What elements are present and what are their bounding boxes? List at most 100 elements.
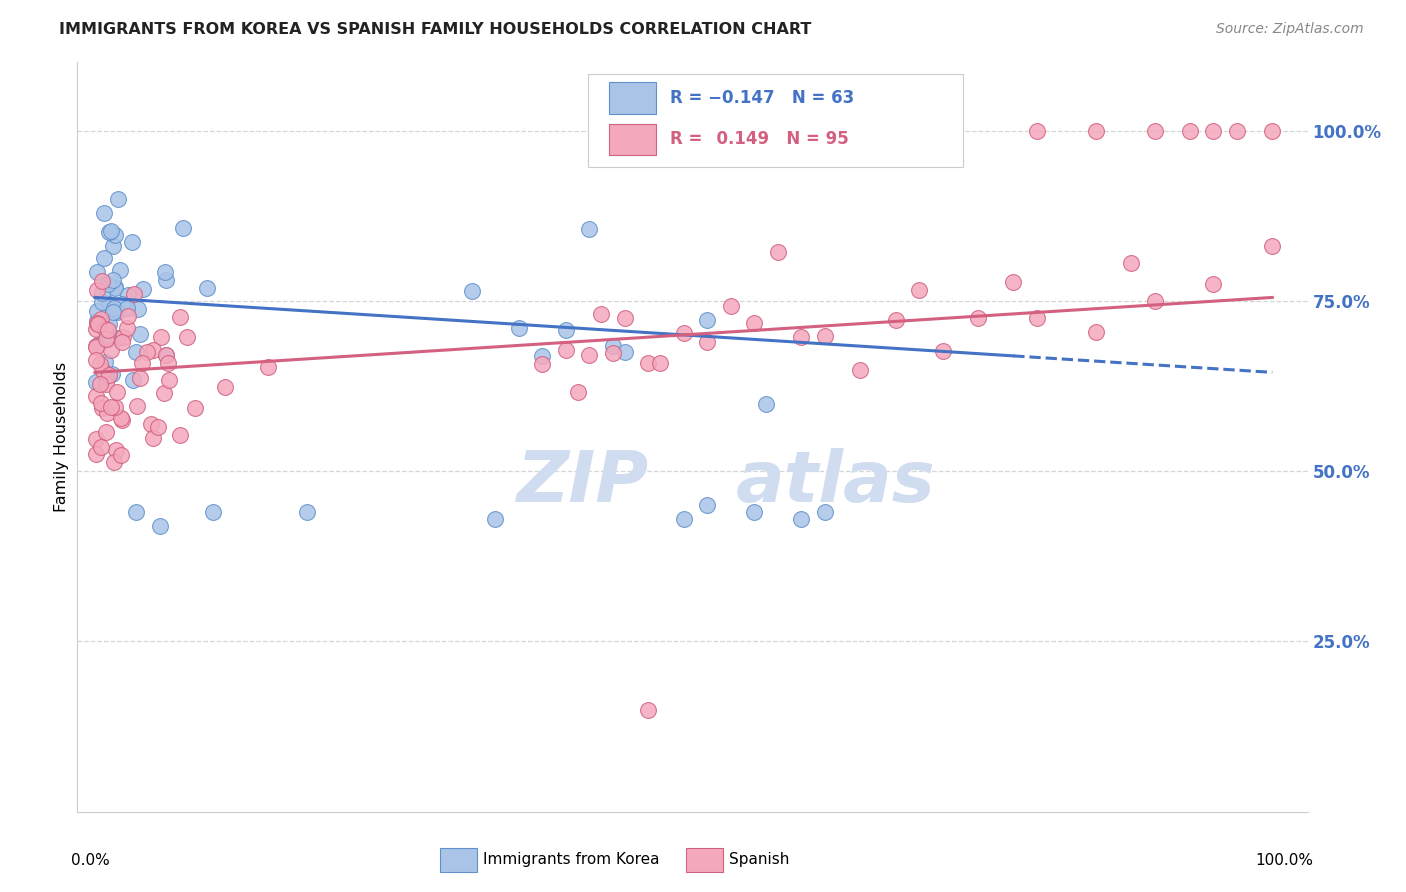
Point xyxy=(142,343,165,358)
Point xyxy=(755,397,778,411)
Point xyxy=(155,348,177,362)
Point xyxy=(214,380,236,394)
Point xyxy=(104,281,127,295)
Point xyxy=(257,360,280,375)
Point xyxy=(100,343,122,358)
Point xyxy=(128,371,150,385)
Point xyxy=(107,193,129,207)
Point xyxy=(155,273,177,287)
Point xyxy=(195,280,218,294)
Point xyxy=(121,235,143,250)
Point xyxy=(90,311,112,326)
Point xyxy=(91,274,114,288)
Point xyxy=(1119,256,1142,270)
Point xyxy=(121,373,143,387)
Point xyxy=(86,304,108,318)
Point xyxy=(84,375,107,389)
Point xyxy=(169,428,191,442)
Point xyxy=(110,448,132,462)
Point xyxy=(91,295,114,310)
Point xyxy=(101,238,124,252)
Point xyxy=(91,364,114,378)
Point xyxy=(132,282,155,296)
Point xyxy=(1261,123,1284,137)
Point xyxy=(1084,325,1107,339)
Point xyxy=(1084,123,1107,137)
Point xyxy=(814,505,837,519)
Point xyxy=(696,313,718,327)
Point xyxy=(602,345,624,359)
Text: R = −0.147   N = 63: R = −0.147 N = 63 xyxy=(671,89,855,107)
Point xyxy=(110,411,132,425)
Text: ZIP: ZIP xyxy=(517,448,650,516)
Point xyxy=(117,310,139,324)
Point xyxy=(84,447,107,461)
Point xyxy=(111,413,134,427)
Y-axis label: Family Households: Family Households xyxy=(53,362,69,512)
Point xyxy=(86,314,108,328)
Text: 100.0%: 100.0% xyxy=(1256,853,1313,868)
Point xyxy=(115,301,138,315)
Point xyxy=(97,318,120,332)
Point xyxy=(152,386,174,401)
Point xyxy=(96,332,118,346)
Point xyxy=(117,288,139,302)
Point xyxy=(96,376,118,391)
Point xyxy=(98,368,121,383)
Point xyxy=(146,420,169,434)
Point xyxy=(142,431,165,445)
Point xyxy=(125,505,148,519)
Point xyxy=(531,349,554,363)
Point xyxy=(96,406,118,420)
Point xyxy=(461,285,484,299)
Point xyxy=(131,356,153,370)
Point xyxy=(1261,238,1284,252)
Point xyxy=(1025,311,1047,326)
Text: atlas: atlas xyxy=(735,448,935,516)
Point xyxy=(90,317,112,331)
Point xyxy=(967,311,990,326)
Point xyxy=(637,702,659,716)
Point xyxy=(84,432,107,446)
Point xyxy=(201,505,224,519)
Point xyxy=(98,297,121,311)
Point xyxy=(97,225,120,239)
Point xyxy=(93,252,115,266)
Point xyxy=(136,345,159,359)
Point xyxy=(84,389,107,403)
Point xyxy=(97,332,120,346)
Point xyxy=(172,220,194,235)
Text: 0.0%: 0.0% xyxy=(72,853,110,868)
Point xyxy=(86,283,108,297)
Point xyxy=(567,384,589,399)
Point xyxy=(908,283,931,297)
Point xyxy=(89,357,111,371)
Point xyxy=(672,326,695,341)
Point xyxy=(554,343,576,357)
Point xyxy=(111,296,134,310)
Point xyxy=(97,323,120,337)
Point xyxy=(790,512,813,526)
Point xyxy=(155,347,177,361)
Text: R =  0.149   N = 95: R = 0.149 N = 95 xyxy=(671,130,849,148)
Point xyxy=(100,224,122,238)
Point xyxy=(90,396,112,410)
Point xyxy=(602,338,624,352)
Point xyxy=(884,313,907,327)
FancyBboxPatch shape xyxy=(609,82,655,113)
Point xyxy=(125,345,148,359)
Point xyxy=(1143,123,1166,137)
Text: Source: ZipAtlas.com: Source: ZipAtlas.com xyxy=(1216,22,1364,37)
Point xyxy=(184,401,207,415)
Point xyxy=(176,330,198,344)
Point xyxy=(141,417,163,431)
Point xyxy=(153,265,176,279)
Point xyxy=(100,400,122,414)
Point xyxy=(104,443,127,458)
Point xyxy=(742,316,765,330)
Point xyxy=(128,326,150,341)
Point xyxy=(1002,275,1025,289)
Point xyxy=(766,244,789,259)
FancyBboxPatch shape xyxy=(609,123,655,155)
Point xyxy=(122,287,145,301)
